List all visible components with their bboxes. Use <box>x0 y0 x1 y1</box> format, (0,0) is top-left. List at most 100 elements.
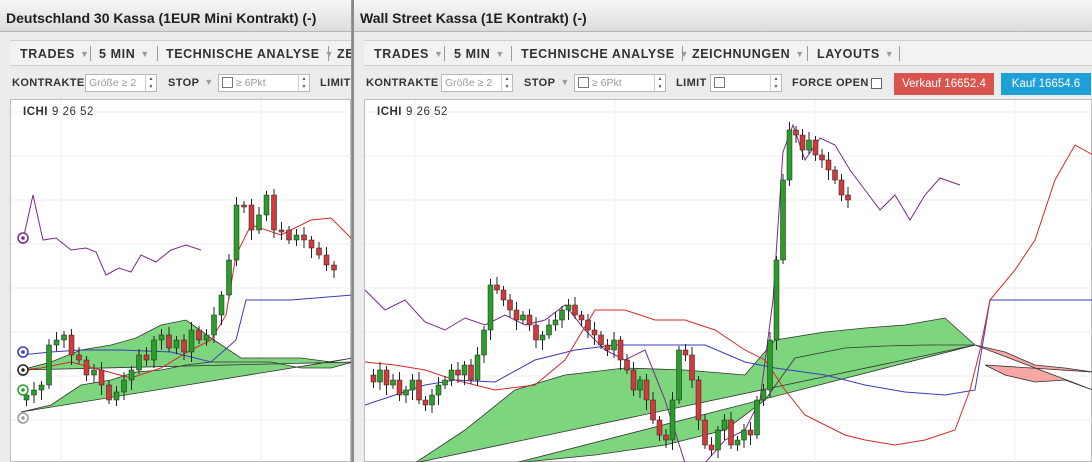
price-candle <box>747 429 754 436</box>
price-candle <box>728 419 734 446</box>
price-candle <box>173 339 180 349</box>
chart-canvas[interactable] <box>365 100 1092 462</box>
price-candle <box>487 284 494 331</box>
window-title[interactable]: Deutschland 30 Kassa (1EUR Mini Kontrakt… <box>0 0 351 32</box>
price-candle <box>494 284 500 291</box>
price-candle <box>263 194 270 216</box>
kumo-cloud-bear <box>974 344 1092 391</box>
price-candle <box>552 319 559 326</box>
menu-timeframe[interactable]: 5 MIN ▼ <box>454 47 505 61</box>
price-candle <box>702 419 708 446</box>
price-candle <box>760 389 767 401</box>
price-candle <box>188 329 195 353</box>
price-candle <box>316 247 322 256</box>
price-candle <box>218 294 225 316</box>
price-candle <box>799 134 806 151</box>
price-candle <box>31 389 37 396</box>
price-candle <box>513 309 520 321</box>
menu-technical-analysis[interactable]: TECHNISCHE ANALYSE ▼ <box>166 47 334 61</box>
menu-divider <box>682 46 683 61</box>
stop-input[interactable]: ≥ 6Pkt ▲ ▼ <box>574 74 666 92</box>
tenkan-sen <box>20 217 351 379</box>
price-candle <box>838 179 845 196</box>
indicator-label[interactable]: ICHI 9 26 52 <box>377 106 448 118</box>
price-candle <box>38 384 45 391</box>
stepper-icon[interactable]: ▲ ▼ <box>145 75 156 91</box>
price-chart[interactable]: ICHI 9 26 52 <box>10 99 351 462</box>
price-candle <box>61 334 67 341</box>
menu-layouts[interactable]: LAYOUTS ▼ <box>817 47 894 61</box>
chevron-down-icon: ▼ <box>679 49 690 59</box>
price-candle <box>754 399 760 436</box>
price-candle <box>689 354 695 381</box>
price-candle <box>468 364 474 381</box>
menu-trades[interactable]: TRADES ▼ <box>20 47 90 61</box>
price-candle <box>136 354 142 371</box>
price-candle <box>448 369 455 381</box>
menu-drawings[interactable]: ZEICHNUNGEN ▼ <box>692 47 805 61</box>
price-candle <box>832 169 838 181</box>
stepper-icon[interactable]: ▲ ▼ <box>654 75 665 91</box>
price-candle <box>409 379 416 391</box>
limit-input[interactable]: ▲ ▼ <box>710 74 782 92</box>
price-candle <box>591 329 598 336</box>
price-candle <box>422 399 429 406</box>
menu-divider <box>157 46 158 61</box>
price-candle <box>151 339 157 361</box>
limit-checkbox[interactable] <box>714 77 725 88</box>
force-open-checkbox[interactable] <box>871 78 882 89</box>
price-chart[interactable]: ICHI 9 26 52 <box>364 99 1092 462</box>
order-options-bar: KONTRAKTE Größe ≥ 2 ▲ ▼ STOP ▼ ≥ 6Pkt ▲ ▼ L… <box>364 70 1092 98</box>
indicator-params: 9 26 52 <box>406 106 448 118</box>
menu-drawings[interactable]: ZE <box>337 47 351 61</box>
line-handle-dot <box>21 388 25 392</box>
limit-label: LIMIT <box>320 77 351 89</box>
price-candle <box>539 334 546 341</box>
menu-divider <box>444 46 445 61</box>
stop-placeholder: ≥ 6Pkt <box>236 77 266 89</box>
line-handle-dot <box>21 236 25 240</box>
chevron-down-icon: ▼ <box>560 77 570 87</box>
stepper-icon[interactable]: ▲ ▼ <box>298 75 309 91</box>
menu-label: TRADES <box>20 47 75 61</box>
contracts-placeholder: Größe ≥ 2 <box>445 77 493 89</box>
stepper-icon[interactable]: ▲ ▼ <box>770 75 781 91</box>
price-candle <box>203 334 210 341</box>
menu-technical-analysis[interactable]: TECHNISCHE ANALYSE ▼ <box>521 47 689 61</box>
dow-chart-window: Wall Street Kassa (1E Kontrakt) (-) TRAD… <box>352 0 1092 462</box>
stop-dropdown[interactable]: STOP ▼ <box>168 77 214 89</box>
indicator-label[interactable]: ICHI 9 26 52 <box>23 106 94 118</box>
stop-checkbox[interactable] <box>222 77 233 88</box>
chart-menu-bar: TRADES ▼ 5 MIN ▼ TECHNISCHE ANALYSE ▼ ZE <box>10 40 351 66</box>
price-candle <box>721 419 728 431</box>
price-candle <box>23 394 30 401</box>
price-candle <box>598 334 604 346</box>
limit-label: LIMIT <box>676 77 707 89</box>
menu-divider <box>899 46 900 61</box>
price-candle <box>113 391 120 401</box>
force-open-label: FORCE OPEN <box>792 77 869 89</box>
stop-dropdown[interactable]: STOP ▼ <box>524 77 570 89</box>
stepper-icon[interactable]: ▲ ▼ <box>501 75 512 91</box>
menu-label: LAYOUTS <box>817 47 880 61</box>
chikou-span <box>22 194 202 276</box>
stop-checkbox[interactable] <box>578 77 589 88</box>
menu-label: TRADES <box>374 47 429 61</box>
buy-button[interactable]: Kauf 16654.6 <box>1001 73 1091 95</box>
price-candle <box>429 394 435 406</box>
window-title[interactable]: Wall Street Kassa (1E Kontrakt) (-) <box>354 0 1092 32</box>
price-candle <box>617 339 624 361</box>
sell-button[interactable]: Verkauf 16652.4 <box>894 73 994 95</box>
contracts-size-input[interactable]: Größe ≥ 2 ▲ ▼ <box>85 74 157 92</box>
chart-canvas[interactable] <box>11 100 352 462</box>
contracts-size-input[interactable]: Größe ≥ 2 ▲ ▼ <box>441 74 513 92</box>
price-candle <box>143 354 150 361</box>
menu-trades[interactable]: TRADES ▼ <box>374 47 444 61</box>
chevron-down-icon: ▼ <box>324 49 335 59</box>
stop-input[interactable]: ≥ 6Pkt ▲ ▼ <box>218 74 310 92</box>
menu-timeframe[interactable]: 5 MIN ▼ <box>99 47 150 61</box>
stop-label: STOP <box>168 77 200 89</box>
price-candle <box>806 139 812 151</box>
price-candle <box>278 229 285 233</box>
price-candle <box>396 379 403 396</box>
